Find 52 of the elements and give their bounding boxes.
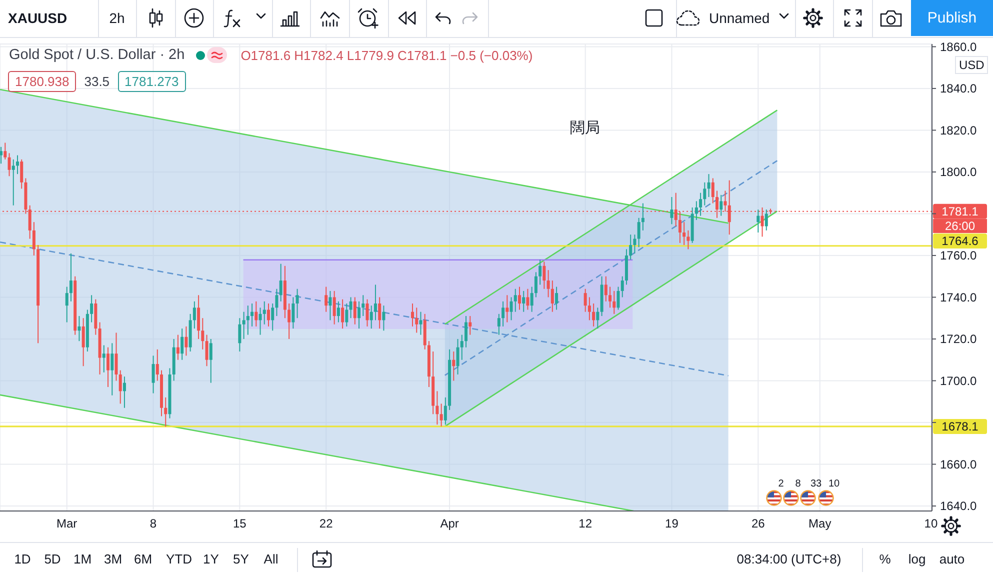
text: 1M	[73, 552, 92, 566]
y-axis-title: USD	[955, 56, 988, 74]
annotation: 33	[810, 478, 822, 490]
chart-title: Gold Spot / U.S. Dollar · 2h	[9, 47, 185, 63]
text: YTD	[166, 552, 192, 566]
ref-line-label: 1678.1	[942, 420, 979, 434]
text: 6M	[134, 552, 152, 566]
y-tick-label: 1660.0	[940, 457, 978, 472]
y-tick-label: 1760.0	[940, 248, 978, 263]
annotation: 33.5	[84, 74, 110, 88]
text: log	[908, 552, 926, 566]
x-tick-label: 10	[924, 516, 938, 531]
annotation: 10	[828, 478, 840, 490]
y-tick-label: 1800.0	[940, 165, 978, 180]
x-tick-label: 15	[233, 516, 247, 531]
y-tick-label: 1840.0	[940, 82, 978, 96]
ref-line-label: 1781.1	[942, 204, 979, 219]
text: 2h	[109, 10, 125, 26]
y-tick-label: 1640.0	[940, 499, 978, 514]
annotation: 2	[778, 478, 784, 490]
ref-line-label: 1764.6	[942, 234, 979, 248]
text: 26:00	[933, 218, 987, 233]
x-tick-label: 8	[150, 516, 157, 531]
x-tick-label: Apr	[440, 516, 459, 531]
annotation: 1780.938	[8, 70, 76, 92]
text: auto	[939, 552, 965, 566]
y-tick-label: 1700.0	[940, 374, 978, 388]
text: 5Y	[233, 552, 249, 566]
annotation: 闊局	[570, 118, 600, 138]
text: %	[879, 552, 891, 566]
y-tick-label: 1740.0	[940, 290, 978, 304]
x-tick-label: 19	[665, 516, 679, 531]
annotation: 1781.273	[118, 70, 186, 92]
x-tick-label: May	[808, 516, 832, 531]
x-tick-label: 12	[578, 516, 592, 531]
annotation: 8	[795, 478, 801, 490]
text: 3M	[104, 552, 122, 566]
button: Publish	[911, 0, 993, 36]
y-tick-label: 1820.0	[940, 123, 978, 138]
y-tick-label: 1860.0	[940, 40, 978, 54]
text: All	[264, 552, 278, 566]
x-tick-label: 26	[751, 516, 766, 531]
text: Unnamed	[709, 10, 770, 26]
text: 5D	[44, 552, 61, 566]
x-tick-label: 22	[319, 516, 334, 531]
annotation: O1781.6 H1782.4 L1779.9 C1781.1 −0.5 (−0.03%)	[240, 48, 533, 62]
text: 1D	[14, 552, 31, 566]
y-tick-label: 1720.0	[940, 332, 978, 346]
text: XAUUSD	[8, 10, 68, 26]
text: 08:34:00 (UTC+8)	[736, 552, 842, 566]
text: 1Y	[203, 552, 219, 566]
x-tick-label: Mar	[56, 516, 78, 531]
